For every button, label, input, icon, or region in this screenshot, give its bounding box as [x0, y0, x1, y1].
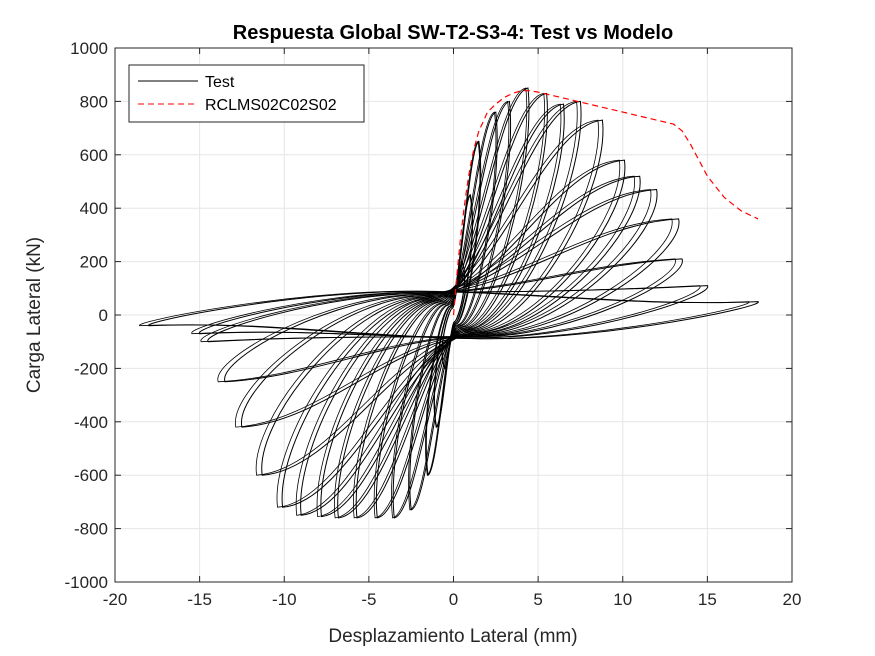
test-loop-repeat: [391, 100, 510, 519]
x-tick-label: -5: [361, 590, 376, 609]
test-loop-repeat: [139, 290, 750, 340]
legend-box: [128, 64, 365, 123]
y-tick-label: -1000: [65, 573, 108, 592]
y-tick-label: -600: [74, 466, 108, 485]
y-tick-label: 600: [80, 146, 108, 165]
series-test: [139, 87, 759, 519]
x-axis-label: Desplazamiento Lateral (mm): [328, 626, 577, 647]
test-loop-repeat: [235, 189, 652, 428]
legend: Test RCLMS02C02S02: [128, 64, 365, 123]
legend-label-model: RCLMS02C02S02: [205, 97, 337, 114]
y-tick-labels: 1000 800 600 400 200 0 -200 -400 -600 -800 -1000: [65, 39, 108, 592]
y-tick-label: 200: [80, 253, 108, 272]
test-loop-repeat: [334, 103, 562, 519]
x-tick-label: -10: [272, 590, 297, 609]
test-loop-repeat: [408, 111, 497, 511]
x-tick-label: 5: [533, 590, 542, 609]
legend-label-test: Test: [205, 74, 235, 91]
y-axis-label: Carga Lateral (kN): [24, 237, 45, 393]
x-tick-label: 10: [613, 590, 632, 609]
x-tick-label: 15: [698, 590, 717, 609]
test-loop-repeat: [217, 218, 673, 383]
y-tick-label: 0: [99, 306, 108, 325]
test-loop-repeat: [200, 258, 676, 343]
chart-title: Respuesta Global SW-T2-S3-4: Test vs Mod…: [233, 22, 673, 44]
y-tick-label: -800: [74, 520, 108, 539]
series-layer: [139, 87, 759, 519]
test-loop-repeat: [255, 175, 635, 476]
x-tick-label: -15: [187, 590, 212, 609]
test-loop-repeat: [373, 87, 528, 519]
test-loop-repeat: [295, 119, 599, 516]
x-tick-label: 0: [449, 590, 458, 609]
y-tick-label: -400: [74, 413, 108, 432]
y-tick-label: 800: [80, 92, 108, 111]
y-tick-label: 400: [80, 199, 108, 218]
x-tick-label: -20: [103, 590, 128, 609]
test-loop-repeat: [316, 100, 578, 518]
test-loop-repeat: [425, 140, 481, 476]
y-tick-label: 1000: [70, 39, 108, 58]
x-tick-label: 20: [783, 590, 802, 609]
test-loop-repeat: [276, 159, 621, 508]
test-loop-repeat: [191, 285, 701, 339]
x-tick-labels: -20 -15 -10 -5 0 5 10 15 20: [103, 590, 802, 609]
test-loop-repeat: [353, 92, 545, 519]
y-tick-label: -200: [74, 359, 108, 378]
series-model: [452, 90, 759, 316]
ticks: [114, 47, 793, 583]
